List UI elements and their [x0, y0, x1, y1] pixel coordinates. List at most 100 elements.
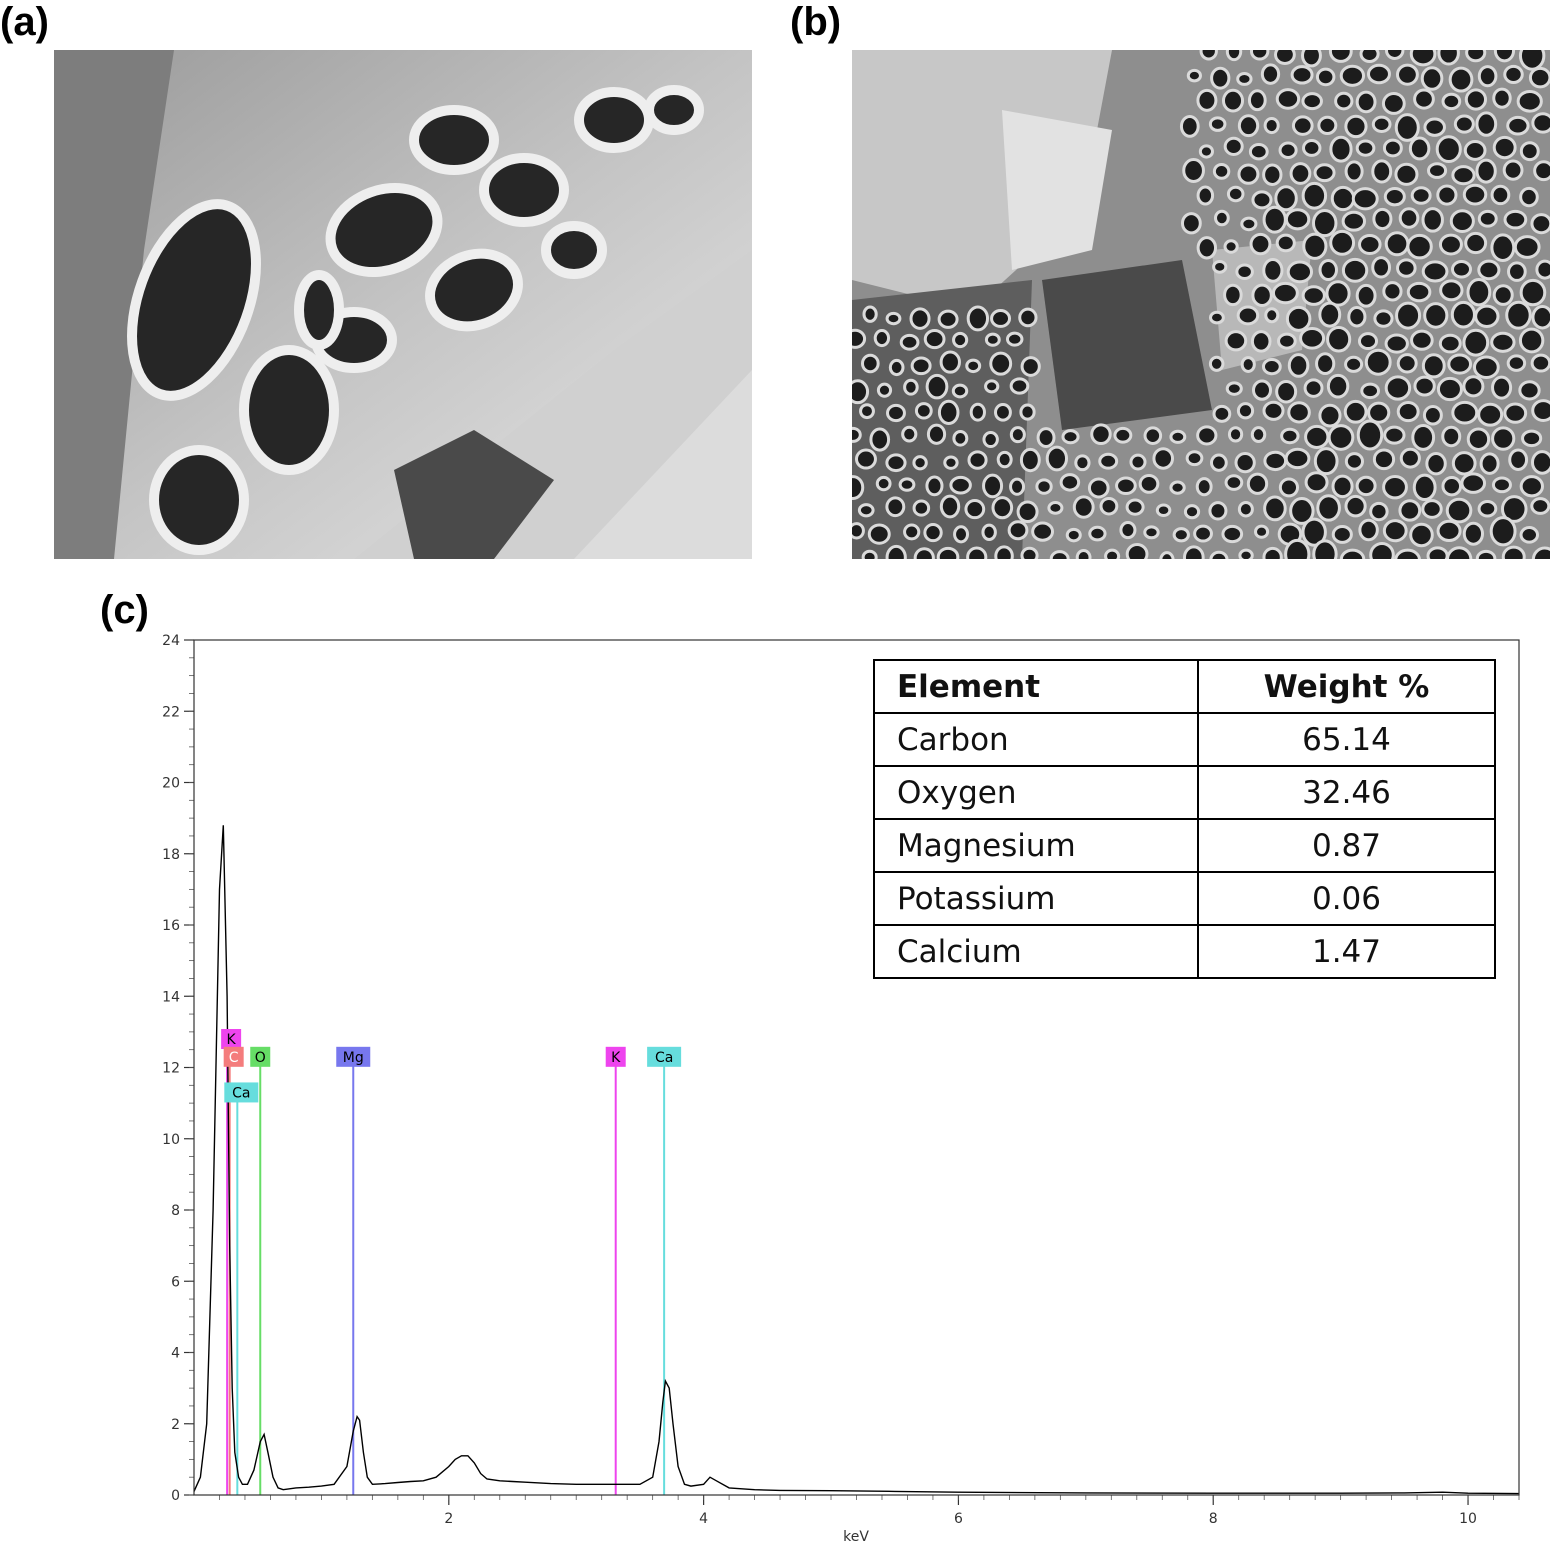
element-weight: 0.87 [1197, 818, 1496, 873]
x-tick-label: 4 [699, 1511, 708, 1527]
pore [1125, 498, 1145, 516]
pore [1475, 111, 1498, 137]
pore [1347, 306, 1367, 328]
y-tick-label: 4 [171, 1346, 180, 1362]
pore [886, 403, 906, 423]
pore [1301, 92, 1323, 111]
pore [1530, 497, 1550, 515]
element-name: Potassium [873, 871, 1199, 926]
element-weight: 32.46 [1197, 765, 1496, 820]
pore [1251, 190, 1273, 210]
pore [1533, 160, 1550, 182]
pore [901, 425, 918, 443]
peak-marker-badge [336, 1046, 371, 1067]
pore [1196, 88, 1218, 112]
pore [1339, 548, 1366, 559]
pore [885, 311, 902, 326]
pore [1360, 382, 1381, 400]
pore [1249, 232, 1272, 256]
pore [1422, 405, 1443, 426]
pore [888, 358, 905, 377]
pore [1356, 419, 1384, 451]
pore [925, 373, 949, 400]
pore [1491, 426, 1516, 451]
pore [1260, 63, 1281, 85]
pore [1448, 66, 1474, 93]
pore [1019, 447, 1041, 473]
pore [1020, 356, 1041, 377]
pore [1159, 551, 1175, 559]
pore [1441, 476, 1463, 497]
pore [943, 455, 959, 470]
x-tick-label: 2 [444, 1511, 453, 1527]
pore [1503, 402, 1528, 424]
y-tick-label: 12 [162, 1061, 180, 1077]
pore [1411, 424, 1436, 451]
table-row: Carbon 65.14 [873, 712, 1496, 767]
y-tick-label: 8 [171, 1203, 180, 1219]
peak-marker-badge [647, 1046, 682, 1067]
pore [1280, 427, 1300, 445]
pore [1277, 332, 1297, 350]
pore [912, 499, 931, 517]
pore [1301, 181, 1328, 210]
pore [1196, 425, 1218, 446]
pore [1325, 280, 1351, 307]
pore [1382, 519, 1408, 543]
pore [852, 328, 867, 349]
pore [1344, 114, 1368, 139]
pore [1113, 426, 1133, 444]
pore [1506, 115, 1530, 136]
pore [1208, 355, 1225, 372]
pore [1474, 304, 1500, 328]
pore [1441, 425, 1462, 448]
pore [1253, 524, 1270, 539]
pore [1250, 330, 1272, 353]
pore [1530, 450, 1550, 475]
pore [1423, 117, 1446, 137]
pore [1355, 90, 1377, 114]
pore [867, 523, 891, 545]
peak-marker-badge [605, 1046, 626, 1067]
pore [1382, 474, 1408, 500]
pore [1119, 520, 1137, 540]
pore [925, 475, 944, 497]
pore [1441, 92, 1462, 111]
pore [1198, 144, 1214, 159]
pore [982, 431, 999, 449]
pore [1209, 310, 1225, 325]
pore [1331, 474, 1354, 499]
pore [1274, 50, 1296, 65]
pore [1208, 116, 1227, 132]
peak-marker-label: C [229, 1050, 239, 1066]
pore [1299, 326, 1326, 350]
pore [952, 331, 969, 349]
pore [861, 549, 878, 559]
pore [1435, 135, 1462, 163]
pore [1464, 231, 1488, 255]
pore [913, 547, 935, 559]
pore [1466, 427, 1491, 451]
pore [1421, 207, 1444, 233]
pore [1395, 301, 1422, 330]
pore [1492, 284, 1514, 306]
element-name: Carbon [873, 712, 1199, 767]
table-header-row: Element Weight % [873, 659, 1496, 714]
pore [1519, 278, 1547, 307]
pore [1408, 136, 1431, 161]
pore [1501, 545, 1526, 559]
pore [1275, 233, 1296, 253]
pore [1343, 399, 1368, 424]
header-element: Element [873, 659, 1199, 714]
pore [966, 546, 988, 559]
pore [1530, 353, 1550, 373]
pore [993, 403, 1012, 422]
pore [1420, 66, 1444, 91]
pore [984, 332, 1001, 347]
pore [1329, 229, 1356, 256]
pore [903, 378, 919, 396]
pore [1212, 404, 1232, 423]
pore [1427, 162, 1448, 179]
pore [1075, 548, 1092, 559]
pore [1518, 50, 1546, 71]
